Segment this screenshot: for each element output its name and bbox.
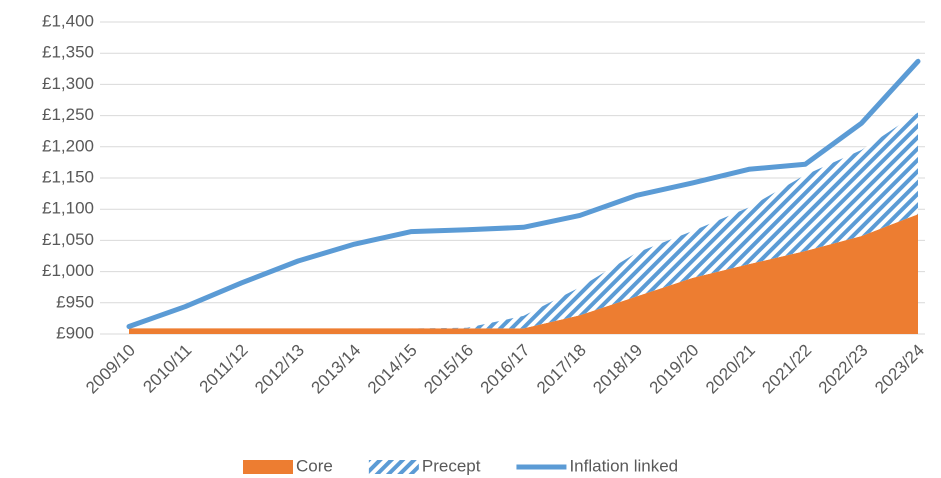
x-tick-label: 2015/16 <box>420 341 477 398</box>
y-tick-label: £1,200 <box>42 136 94 155</box>
x-tick-label: 2020/21 <box>702 341 759 398</box>
legend-item: Precept <box>368 456 481 475</box>
legend-label: Inflation linked <box>569 456 678 475</box>
x-tick-label: 2013/14 <box>308 341 365 398</box>
x-tick-label: 2019/20 <box>646 341 703 398</box>
x-tick-label: 2011/12 <box>196 341 252 397</box>
legend-swatch <box>368 460 419 474</box>
y-tick-label: £1,100 <box>42 199 94 218</box>
legend-label: Core <box>296 456 333 475</box>
x-tick-label: 2012/13 <box>251 341 308 398</box>
x-tick-label: 2010/11 <box>139 341 195 397</box>
y-tick-label: £1,150 <box>42 167 94 186</box>
y-tick-label: £1,050 <box>42 230 94 249</box>
x-tick-label: 2016/17 <box>477 341 534 398</box>
legend-item: Inflation linked <box>516 456 678 475</box>
legend-swatch <box>243 460 293 474</box>
area <box>129 214 918 334</box>
x-tick-label: 2022/23 <box>815 341 872 398</box>
area <box>129 112 918 329</box>
x-tick-label: 2014/15 <box>364 341 421 398</box>
x-tick-label: 2018/19 <box>589 341 646 398</box>
y-tick-label: £1,300 <box>42 74 94 93</box>
legend-label: Precept <box>422 456 481 475</box>
y-tick-label: £1,250 <box>42 105 94 124</box>
x-tick-label: 2021/22 <box>758 341 815 398</box>
legend-item: Core <box>243 456 333 475</box>
x-tick-label: 2017/18 <box>533 341 590 398</box>
y-tick-label: £900 <box>56 323 94 342</box>
y-tick-label: £1,400 <box>42 11 94 30</box>
y-tick-label: £950 <box>56 292 94 311</box>
y-tick-label: £1,350 <box>42 43 94 62</box>
line <box>126 58 921 330</box>
x-tick-label: 2023/24 <box>871 341 928 398</box>
x-tick-label: 2009/10 <box>82 341 139 398</box>
y-tick-label: £1,000 <box>42 261 94 280</box>
